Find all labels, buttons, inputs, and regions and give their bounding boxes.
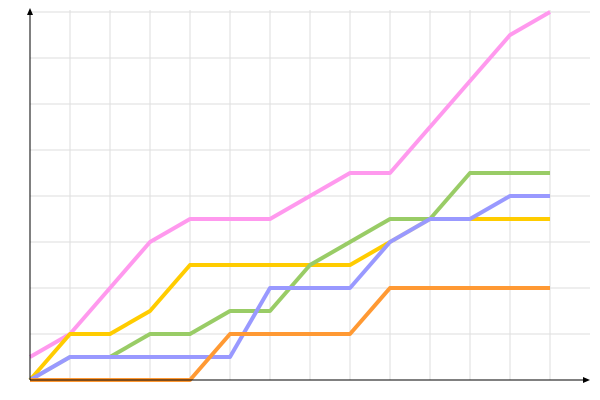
axes (27, 8, 590, 383)
series-line (29, 194, 550, 382)
x-axis-arrow (583, 377, 590, 383)
lines (28, 10, 551, 382)
series-line (29, 10, 551, 359)
y-axis-arrow (27, 8, 33, 15)
series-line (29, 171, 550, 382)
